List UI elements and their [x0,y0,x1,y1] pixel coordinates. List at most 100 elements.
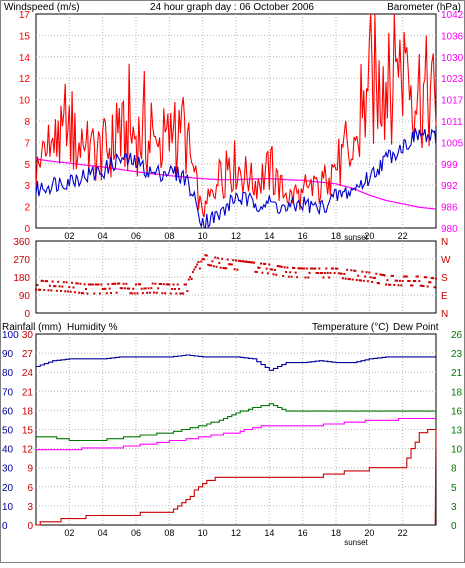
direction-point [87,283,90,286]
direction-point [94,283,97,286]
windspeed-tick-label: 17 [19,10,31,21]
direction-point [415,275,418,278]
barometer-tick-labels: 1042 1036 1030 1023 1017 1011 1005 999 992 986 980 [441,10,464,235]
direction-point [53,285,56,288]
direction-point [236,268,239,271]
x-tick-label: 04 [98,231,108,241]
humidity-tick-label: 70 [2,387,14,398]
direction-point [223,267,226,270]
direction-point [75,282,78,285]
direction-point [233,268,236,271]
direction-point [198,267,201,270]
direction-point [346,268,349,271]
direction-point [423,276,426,279]
direction-point [332,267,335,270]
compass-tick-label: E [441,291,448,302]
rainfall-axis-title: Rainfall (mm) [2,322,61,333]
direction-point [291,266,294,269]
direction-point [262,262,265,265]
direction-point [111,282,114,285]
direction-point [254,270,257,273]
direction-point [179,292,182,295]
humidity-line [36,354,436,371]
rain-sunset-label: sunset [344,538,368,547]
direction-point [137,283,140,286]
direction-point [64,290,67,293]
direction-point [354,269,357,272]
rain-tick-label: 9 [27,464,33,475]
humidity-axis-title: Humidity % [67,322,118,333]
direction-point [194,266,197,268]
direction-point [268,263,271,266]
windspeed-axis-title: Windspeed (m/s) [4,2,80,13]
direction-point [122,282,125,285]
direction-point [273,269,276,271]
direction-point [121,287,124,290]
windspeed-tick-label: 8 [24,117,30,128]
direction-point [271,268,274,271]
wind-series [35,13,437,229]
direction-point [189,276,192,278]
direction-point [241,260,244,263]
x-tick-label: 22 [398,528,408,538]
direction-point [36,284,39,287]
direction-point [129,292,132,295]
direction-point [321,272,324,274]
temperature-tick-label: 0 [451,521,457,532]
direction-point [100,283,103,286]
direction-point [344,277,347,280]
direction-point [201,258,204,260]
direction-point [282,275,285,277]
direction-point [66,290,69,293]
compass-tick-label: S [441,273,448,284]
barometer-tick-label: 999 [441,160,458,171]
direction-point [350,269,353,272]
direction-point [433,286,436,289]
direction-point [414,280,417,282]
direction-point [50,289,53,292]
windspeed-tick-label: 14 [19,53,31,64]
direction-point [80,292,83,294]
direction-point [229,263,232,266]
direction-point [176,283,179,286]
barometer-tick-label: 1023 [441,74,464,85]
barometer-tick-label: 1017 [441,96,464,107]
compass-tick-label: W [441,255,451,266]
direction-point [416,275,419,278]
direction-point [257,266,260,269]
direction-point [261,271,264,274]
x-tick-label: 18 [331,528,341,538]
direction-point [248,261,251,264]
direction-point [90,283,93,286]
direction-point [357,274,360,277]
rainfall-line [36,428,437,526]
direction-point [337,272,340,275]
direction-point [403,275,406,278]
temperature-tick-label: 10 [451,445,463,456]
direction-point [39,288,42,291]
direction-point [316,272,319,274]
direction-point [333,272,336,274]
direction-point [133,292,136,295]
direction-point [119,287,122,290]
direction-point [125,282,128,285]
direction-point [269,268,272,271]
direction-point [193,268,196,271]
direction-point [421,284,424,287]
direction-point [183,283,186,286]
chart-title: 24 hour graph day : 06 October 2006 [150,2,314,13]
direction-point [211,260,214,263]
direction-point [196,263,199,266]
dewpoint-axis-title: Dew Point [393,322,439,333]
humidity-tick-label: 30 [2,464,14,475]
direction-point [336,267,339,270]
direction-point [343,273,346,275]
direction-point [407,280,410,282]
direction-point [110,292,112,294]
rain-tick-label: 18 [22,406,34,417]
direction-point [353,269,356,272]
x-tick-label: 22 [398,231,408,241]
temperature-tick-label: 21 [451,368,463,379]
direction-point [369,276,372,279]
direction-point [62,281,65,284]
